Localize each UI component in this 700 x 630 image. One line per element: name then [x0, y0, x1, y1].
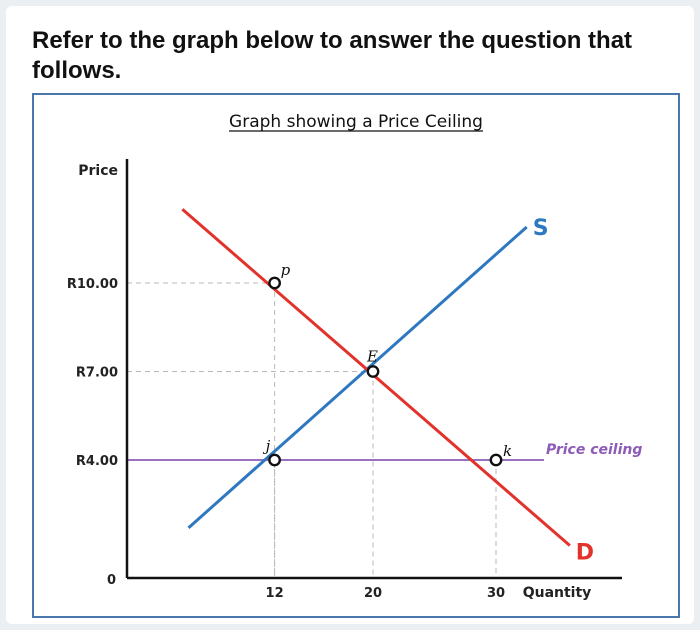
point-marker-j	[268, 453, 282, 467]
x-tick-label: 30	[487, 586, 505, 601]
question-card: Refer to the graph below to answer the q…	[6, 6, 694, 624]
plot-area: Price ceiling S D Price Quantity 0 R10.00 R7.00…	[67, 159, 642, 601]
chart-frame: Graph showing a Price Ceiling Price ceil…	[32, 93, 680, 618]
origin-label: 0	[107, 573, 116, 588]
y-tick-label: R10.00	[67, 277, 118, 292]
y-tick-label: R4.00	[76, 454, 118, 469]
question-text: Refer to the graph below to answer the q…	[32, 27, 633, 84]
point-marker-k	[489, 453, 503, 467]
point-label-E: E	[366, 348, 378, 366]
price-ceiling-label: Price ceiling	[546, 442, 642, 458]
y-tick-label: R7.00	[76, 366, 118, 381]
supply-curve	[187, 225, 528, 529]
demand-curve	[181, 208, 571, 547]
demand-label: D	[576, 541, 594, 566]
price-ceiling-chart: Graph showing a Price Ceiling Price ceil…	[67, 112, 643, 601]
chart-title: Graph showing a Price Ceiling	[229, 112, 483, 132]
y-axis-label: Price	[78, 163, 118, 179]
point-label-p: p	[281, 261, 291, 279]
x-tick-label: 20	[364, 586, 382, 601]
point-label-j: j	[263, 437, 271, 455]
x-tick-label: 12	[266, 586, 284, 601]
x-axis-label: Quantity	[523, 585, 592, 601]
point-marker-E	[366, 365, 380, 378]
supply-label: S	[533, 216, 549, 241]
point-marker-p	[268, 276, 282, 290]
point-label-k: k	[503, 442, 512, 460]
